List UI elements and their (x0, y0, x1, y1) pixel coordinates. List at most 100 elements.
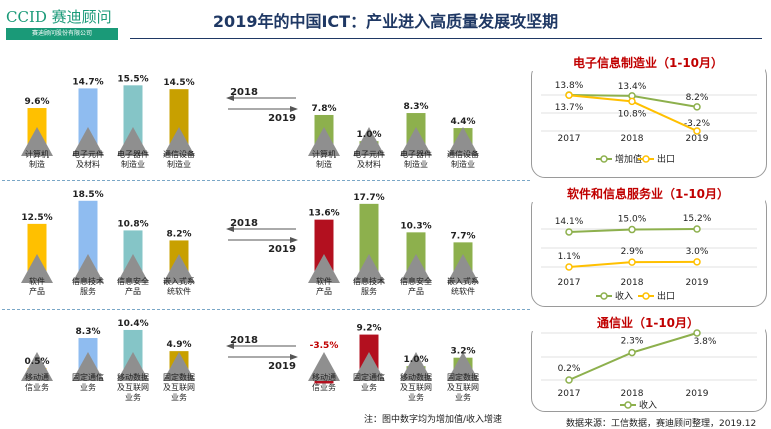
bar-base-triangle (21, 254, 53, 283)
bar-base-triangle (117, 352, 149, 381)
bar-value-label: 1.0% (357, 130, 382, 140)
bar-category-label: 信息安全 (117, 276, 149, 286)
bar-category-label: 固定数据 (163, 372, 195, 382)
bar-category-label: 制造业 (451, 159, 475, 169)
bar-value-label: 8.3% (404, 102, 429, 112)
bar-category-label: 服务 (361, 286, 377, 296)
bar-value-label: 10.4% (117, 319, 148, 329)
bar-base-triangle (400, 254, 432, 283)
bar-base-triangle (72, 254, 104, 283)
bar-category-label: 固定通信 (72, 372, 104, 382)
bar-category-label: 电子元件 (353, 149, 385, 159)
bar-category-label: 统软件 (167, 286, 191, 296)
bar-category-label: 业务 (361, 382, 377, 392)
bar-value-label: 10.3% (400, 221, 431, 231)
panel-title-electronics: 电子信息制造业（1-10月） (531, 54, 765, 71)
year-to-label: 2019 (268, 361, 296, 372)
header: CCID 赛迪顾问 赛迪顾问股份有限公司 2019年的中国ICT：产业进入高质量… (0, 0, 771, 44)
bar-right-r2-1 (314, 219, 334, 272)
page-title: 2019年的中国ICT：产业进入高质量发展攻坚期 (212, 12, 559, 31)
bar-category-label: 计算机 (312, 149, 336, 159)
bar-category-label: 信息安全 (400, 276, 432, 286)
bar-right-r2-2 (359, 203, 379, 272)
data-source: 数据来源：工信数据，赛迪顾问整理，2019.12 (566, 419, 757, 429)
title-rule (130, 38, 762, 39)
bar-category-label: 制造业 (167, 159, 191, 169)
bar-base-triangle (400, 352, 432, 381)
ccid-logo: CCID 赛迪顾问 赛迪顾问股份有限公司 (6, 6, 118, 40)
bar-category-label: 制造业 (404, 159, 428, 169)
bar-category-label: 电子器件 (117, 149, 149, 159)
bar-category-label: 嵌入式系 (163, 276, 195, 286)
bar-category-label: 固定通信 (353, 372, 385, 382)
footnote: 注：图中数字均为增加值/收入增速 (364, 415, 503, 425)
bar-category-label: 移动通 (25, 372, 49, 382)
bar-base-triangle (72, 127, 104, 156)
panel-software (531, 193, 767, 307)
bar-base-triangle (308, 254, 340, 283)
logo-text: CCID 赛迪顾问 (6, 8, 112, 26)
bar-base-triangle (353, 127, 385, 156)
bar-base-triangle (447, 127, 479, 156)
bar-value-label: 14.7% (72, 77, 103, 87)
bar-left-r3-3 (123, 329, 143, 370)
bar-value-label: 9.6% (25, 97, 50, 107)
bar-category-label: 业务 (80, 382, 96, 392)
bar-category-label: 及互联网 (163, 383, 195, 392)
bar-category-label: 移动数据 (117, 372, 149, 382)
bar-value-label: 12.5% (21, 213, 52, 223)
panel-title-software: 软件和信息服务业（1-10月） (531, 185, 765, 202)
year-from-label: 2018 (230, 87, 258, 98)
bar-category-label: 电子元件 (72, 149, 104, 159)
bar-category-label: 产品 (408, 286, 424, 296)
bar-base-triangle (21, 127, 53, 156)
bar-base-triangle (163, 127, 195, 156)
bar-base-triangle (117, 127, 149, 156)
bar-category-label: 移动通 (312, 372, 336, 382)
bar-base-triangle (353, 352, 385, 381)
arrow-head-right (290, 354, 298, 360)
arrow-head-left (226, 226, 234, 232)
bar-category-label: 及互联网 (117, 383, 149, 392)
bar-value-label: -3.5% (310, 341, 339, 351)
bar-category-label: 制造 (316, 159, 332, 169)
arrow-head-right (290, 106, 298, 112)
bar-category-label: 业务 (171, 392, 187, 402)
bar-category-label: 制造业 (121, 159, 145, 169)
bar-left-r2-3 (123, 230, 143, 272)
year-from-label: 2018 (230, 335, 258, 346)
bar-base-triangle (117, 254, 149, 283)
bar-value-label: 10.8% (117, 219, 148, 229)
bar-category-label: 业务 (455, 392, 471, 402)
bar-category-label: 业务 (408, 392, 424, 402)
bar-category-label: 制造 (29, 159, 45, 169)
bar-base-triangle (308, 352, 340, 381)
bar-category-label: 业务 (125, 392, 141, 402)
bar-left-r1-3 (123, 85, 143, 145)
bar-base-triangle (400, 127, 432, 156)
arrow-head-left (226, 95, 234, 101)
bar-category-label: 产品 (125, 286, 141, 296)
bar-value-label: 7.8% (312, 104, 337, 114)
bar-category-label: 及材料 (357, 159, 381, 169)
bar-base-triangle (72, 352, 104, 381)
bar-value-label: 8.3% (76, 327, 101, 337)
row-divider-2 (2, 309, 530, 310)
bar-value-label: 4.9% (167, 340, 192, 350)
year-to-label: 2019 (268, 244, 296, 255)
bar-category-label: 及互联网 (447, 383, 479, 392)
panel-electronics (531, 62, 767, 178)
bar-base-triangle (353, 254, 385, 283)
bar-category-label: 服务 (80, 286, 96, 296)
bar-base-triangle (163, 254, 195, 283)
bar-base-triangle (21, 352, 53, 381)
bar-value-label: 8.2% (167, 229, 192, 239)
bar-left-r1-4 (169, 89, 189, 145)
bar-category-label: 信业务 (312, 382, 336, 392)
bar-category-label: 及互联网 (400, 383, 432, 392)
year-from-label: 2018 (230, 218, 258, 229)
bar-category-label: 固定数据 (447, 372, 479, 382)
bar-category-label: 电子器件 (400, 149, 432, 159)
bar-left-r2-2 (78, 200, 98, 272)
bar-value-label: 9.2% (357, 324, 382, 334)
